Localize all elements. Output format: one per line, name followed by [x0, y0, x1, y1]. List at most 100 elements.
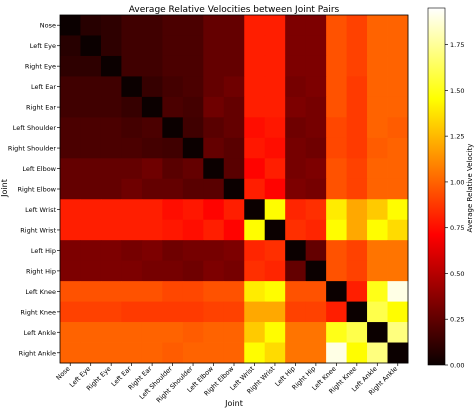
heatmap-cell	[264, 15, 286, 36]
heatmap-cell	[60, 322, 81, 343]
heatmap-cell	[182, 178, 204, 200]
heatmap-cell	[326, 55, 347, 77]
heatmap-cell	[60, 260, 81, 282]
y-tick-label: Right Shoulder	[8, 145, 56, 153]
heatmap-cell	[305, 96, 327, 118]
heatmap-cell	[182, 301, 204, 323]
heatmap-cell	[346, 219, 368, 241]
heatmap-cell	[326, 178, 347, 200]
heatmap-cell	[244, 219, 266, 241]
heatmap-cell	[305, 240, 327, 262]
heatmap-cell	[367, 260, 388, 282]
heatmap-cell	[60, 117, 81, 139]
heatmap-cell	[203, 178, 225, 200]
heatmap-cell	[326, 117, 347, 139]
heatmap-cell	[80, 219, 102, 241]
heatmap-cell	[305, 117, 327, 139]
heatmap-cell	[203, 117, 225, 139]
heatmap-cell	[285, 260, 307, 282]
heatmap-cell	[162, 96, 184, 118]
heatmap-cell	[162, 178, 184, 200]
heatmap-cell	[387, 158, 409, 180]
heatmap-cell	[346, 199, 368, 221]
y-tick-label: Left Elbow	[22, 165, 56, 173]
y-tick-label: Right Elbow	[17, 186, 56, 194]
heatmap-cell	[162, 342, 184, 364]
heatmap-cell	[305, 322, 327, 343]
heatmap-cell	[387, 15, 409, 36]
heatmap-cell	[367, 199, 388, 221]
heatmap-cell	[244, 178, 266, 200]
heatmap-cell	[60, 158, 81, 180]
y-tick-label: Left Knee	[25, 288, 56, 296]
heatmap-cell	[100, 76, 122, 98]
heatmap-cell	[285, 219, 307, 241]
heatmap-cell	[367, 322, 388, 343]
heatmap-cell	[223, 137, 245, 159]
heatmap-cell	[223, 158, 245, 180]
heatmap-cell	[60, 35, 81, 57]
heatmap-cell	[141, 15, 163, 36]
heatmap-cell	[100, 55, 122, 77]
heatmap-cell	[285, 158, 307, 180]
heatmap-cell	[223, 55, 245, 77]
heatmap-cell	[367, 76, 388, 98]
heatmap-cell	[121, 342, 143, 364]
heatmap-cell	[60, 301, 81, 323]
heatmap-cell	[121, 322, 143, 343]
heatmap-cell	[387, 178, 409, 200]
heatmap-cell	[367, 96, 388, 118]
heatmap-cell	[60, 240, 81, 262]
heatmap-cell	[305, 76, 327, 98]
heatmap-cell	[121, 219, 143, 241]
heatmap-cell	[100, 342, 122, 364]
heatmap-cell	[326, 342, 347, 364]
heatmap-cell	[387, 260, 409, 282]
heatmap-cell	[367, 342, 388, 364]
heatmap-cell	[305, 158, 327, 180]
heatmap-cell	[182, 240, 204, 262]
heatmap-cell	[387, 55, 409, 77]
heatmap-cell	[223, 199, 245, 221]
y-tick-label: Left Shoulder	[13, 124, 57, 132]
heatmap-cell	[285, 96, 307, 118]
heatmap-cell	[264, 35, 286, 57]
heatmap-cell	[203, 342, 225, 364]
heatmap-cell	[367, 219, 388, 241]
y-tick-label: Left Hip	[31, 247, 56, 255]
heatmap-cell	[244, 260, 266, 282]
heatmap-cell	[387, 76, 409, 98]
heatmap-cell	[223, 117, 245, 139]
heatmap-cell	[387, 137, 409, 159]
heatmap-cell	[367, 301, 388, 323]
heatmap-cell	[100, 199, 122, 221]
y-tick-label: Left Wrist	[25, 206, 56, 214]
heatmap-cell	[285, 301, 307, 323]
heatmap-cell	[182, 76, 204, 98]
heatmap-cell	[264, 178, 286, 200]
heatmap-cell	[100, 96, 122, 118]
heatmap-cell	[60, 76, 81, 98]
heatmap-cell	[223, 35, 245, 57]
heatmap-cell	[162, 55, 184, 77]
heatmap-cell	[80, 158, 102, 180]
heatmap-cell	[182, 55, 204, 77]
heatmap-cell	[223, 178, 245, 200]
heatmap-cell	[326, 219, 347, 241]
heatmap-cell	[182, 35, 204, 57]
heatmap-cell	[162, 301, 184, 323]
heatmap-cell	[264, 342, 286, 364]
colorbar-tick-label: 1.25	[450, 133, 464, 141]
heatmap-cell	[285, 322, 307, 343]
heatmap-cell	[305, 178, 327, 200]
heatmap-cell	[182, 96, 204, 118]
heatmap-cell	[326, 322, 347, 343]
heatmap-cell	[121, 281, 143, 302]
heatmap-cell	[326, 301, 347, 323]
heatmap-cell	[141, 178, 163, 200]
heatmap-cell	[367, 158, 388, 180]
colorbar-tick-label: 1.75	[450, 41, 464, 49]
heatmap-cell	[305, 137, 327, 159]
heatmap-cell	[285, 76, 307, 98]
heatmap-cell	[121, 137, 143, 159]
